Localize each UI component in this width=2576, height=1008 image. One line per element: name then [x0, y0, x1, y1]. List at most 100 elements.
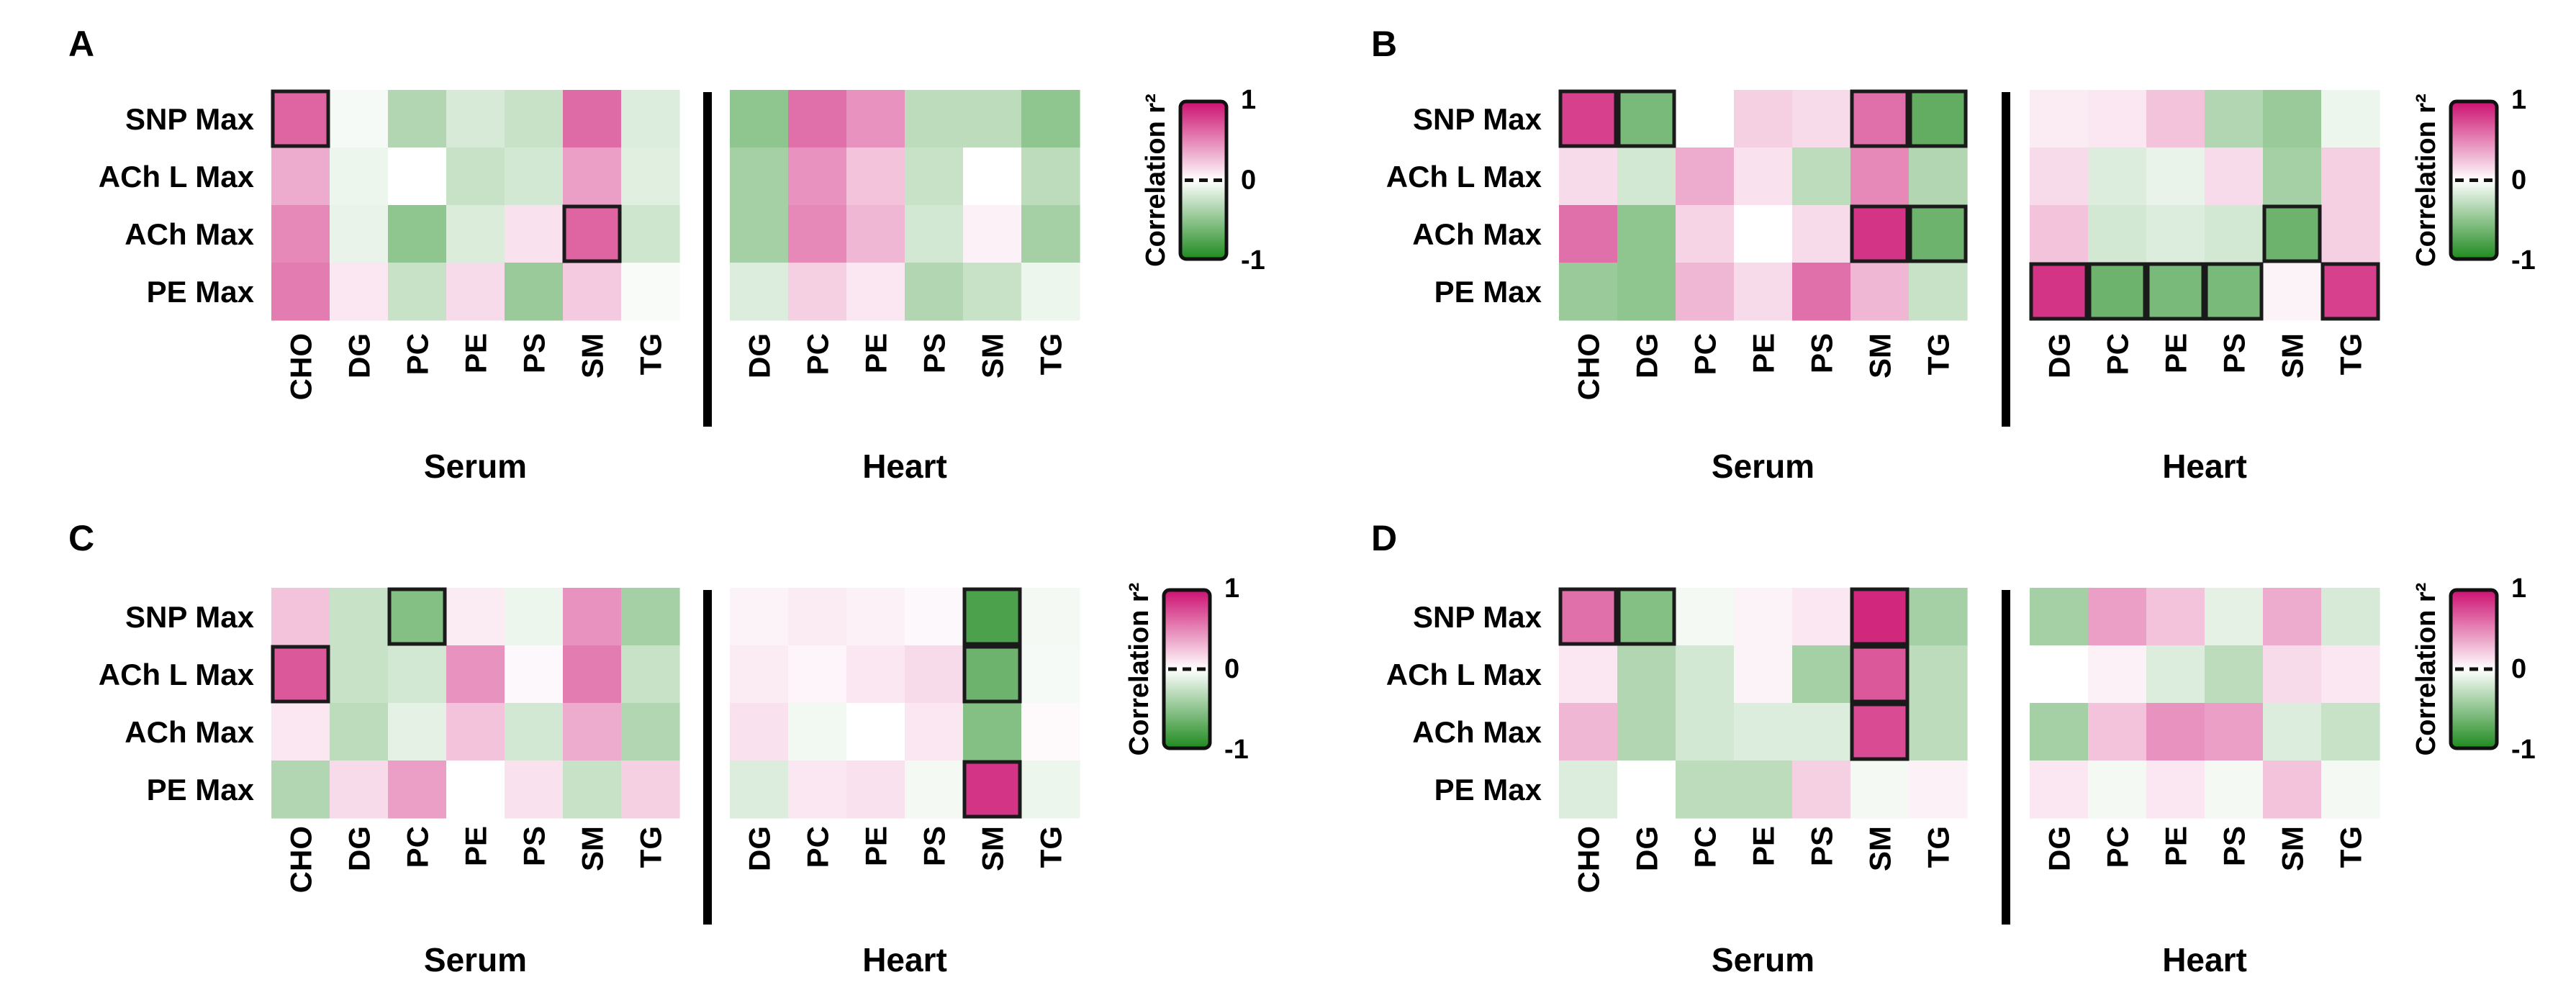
heart-column-label: TG: [2334, 826, 2368, 868]
serum-cell: [1909, 645, 1968, 704]
heart-group-title: Heart: [2162, 941, 2247, 979]
serum-cell: [388, 205, 447, 263]
heart-cell: [2263, 205, 2322, 263]
serum-column-label: PS: [1805, 826, 1839, 866]
serum-cell: [1559, 90, 1618, 148]
heart-cell: [2146, 147, 2205, 206]
serum-cell: [1617, 588, 1676, 646]
row-label: PE Max: [147, 773, 255, 807]
heart-cell: [2146, 588, 2205, 646]
heart-highlight-box: [962, 645, 1022, 704]
heart-cell: [2088, 703, 2147, 761]
colorbar-tick-label: -1: [1241, 245, 1265, 276]
serum-cell: [1734, 205, 1793, 263]
heart-cell: [788, 205, 847, 263]
serum-cell: [621, 147, 680, 206]
serum-cell: [1909, 147, 1968, 206]
heart-cell: [963, 147, 1022, 206]
heart-cell: [2088, 263, 2147, 321]
colorbar-tick-label: 0: [2511, 165, 2526, 196]
heart-cell: [730, 760, 789, 819]
panel-divider: [703, 92, 712, 427]
heart-cell: [1021, 703, 1080, 761]
row-label: SNP Max: [125, 102, 255, 136]
heart-group-title: Heart: [862, 448, 947, 485]
serum-cell: [1559, 703, 1618, 761]
heart-cell: [2030, 703, 2089, 761]
serum-column-label: DG: [1630, 826, 1664, 871]
heart-cell: [963, 205, 1022, 263]
heart-column-label: PC: [2101, 333, 2135, 375]
serum-column-label: PC: [401, 826, 435, 868]
serum-cell: [388, 90, 447, 148]
serum-cell: [563, 588, 622, 646]
heart-cell: [2321, 703, 2380, 761]
colorbar-title: Correlation r²: [2411, 94, 2441, 267]
serum-cell: [1676, 703, 1735, 761]
heart-cell: [2030, 205, 2089, 263]
heart-cell: [905, 703, 964, 761]
heart-cell: [2263, 760, 2322, 819]
serum-highlight-box: [387, 587, 447, 646]
serum-cell: [271, 205, 330, 263]
heart-column-label: DG: [743, 333, 777, 378]
heart-cell: [788, 90, 847, 148]
serum-cell: [563, 703, 622, 761]
heart-cell: [1021, 760, 1080, 819]
serum-cell: [1559, 263, 1618, 321]
serum-highlight-box: [1850, 702, 1910, 761]
heart-cell: [2263, 90, 2322, 148]
heart-highlight-box: [962, 587, 1022, 646]
serum-highlight-box: [1850, 204, 1910, 263]
serum-cell: [271, 760, 330, 819]
serum-cell: [1617, 205, 1676, 263]
colorbar-tick-label: -1: [2511, 245, 2536, 276]
heart-column-label: PS: [918, 333, 952, 373]
heart-cell: [2030, 147, 2089, 206]
serum-highlight-box: [1850, 89, 1910, 148]
heart-column-label: PE: [2159, 333, 2193, 373]
serum-cell: [388, 760, 447, 819]
heart-cell: [846, 90, 905, 148]
heart-cell: [730, 645, 789, 704]
heart-cell: [2321, 90, 2380, 148]
serum-column-label: PC: [1689, 333, 1722, 375]
serum-cell: [388, 588, 447, 646]
heart-cell: [2321, 588, 2380, 646]
serum-cell: [621, 205, 680, 263]
serum-cell: [1617, 90, 1676, 148]
row-label: PE Max: [1434, 275, 1542, 309]
heart-cell: [2146, 645, 2205, 704]
heart-cell: [2205, 205, 2264, 263]
serum-cell: [621, 645, 680, 704]
serum-cell: [446, 205, 505, 263]
serum-cell: [330, 760, 389, 819]
heart-column-label: SM: [976, 826, 1010, 871]
row-label: PE Max: [1434, 773, 1542, 807]
heart-cell: [2205, 90, 2264, 148]
heart-group-title: Heart: [862, 941, 947, 979]
serum-cell: [1909, 760, 1968, 819]
serum-column-label: PE: [459, 826, 493, 866]
heart-cell: [963, 760, 1022, 819]
serum-cell: [1909, 90, 1968, 148]
serum-cell: [621, 90, 680, 148]
serum-cell: [271, 90, 330, 148]
heart-cell: [2030, 263, 2089, 321]
serum-cell: [1850, 703, 1910, 761]
heart-cell: [2146, 703, 2205, 761]
serum-cell: [505, 90, 564, 148]
colorbar-title: Correlation r²: [1141, 94, 1171, 267]
panel-divider: [703, 590, 712, 925]
heart-cell: [846, 205, 905, 263]
serum-cell: [1559, 588, 1618, 646]
serum-cell: [1850, 205, 1910, 263]
serum-cell: [1909, 263, 1968, 321]
row-label: SNP Max: [125, 600, 255, 634]
heart-cell: [2146, 90, 2205, 148]
serum-column-label: PS: [518, 333, 551, 373]
serum-column-label: SM: [1863, 333, 1897, 378]
heart-column-label: TG: [1034, 826, 1068, 868]
serum-cell: [563, 90, 622, 148]
colorbar-tick-label: 1: [1224, 573, 1239, 604]
